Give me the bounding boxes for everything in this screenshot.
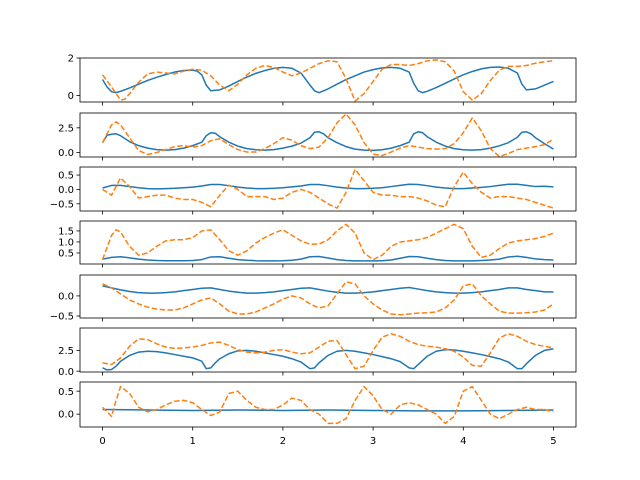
y-tick-label: 1.5 bbox=[58, 227, 74, 238]
x-tick-label: 2 bbox=[280, 436, 286, 447]
y-tick-label: 1.0 bbox=[58, 238, 74, 249]
x-tick-label: 3 bbox=[370, 436, 376, 447]
x-tick-label: 5 bbox=[550, 436, 556, 447]
y-tick-label: −0.5 bbox=[50, 199, 74, 210]
y-tick-label: 0.0 bbox=[58, 410, 74, 421]
y-tick-label: −0.5 bbox=[50, 312, 74, 323]
y-tick-label: 0.5 bbox=[58, 387, 74, 398]
y-tick-label: 0.5 bbox=[58, 171, 74, 182]
x-tick-label: 1 bbox=[190, 436, 196, 447]
y-tick-label: 2.5 bbox=[58, 346, 74, 357]
x-tick-label: 4 bbox=[460, 436, 466, 447]
y-tick-label: 0.0 bbox=[58, 291, 74, 302]
y-tick-label: 2.5 bbox=[58, 123, 74, 134]
y-tick-label: 0.5 bbox=[58, 249, 74, 260]
y-tick-label: 0.0 bbox=[58, 367, 74, 378]
x-tick-label: 0 bbox=[99, 436, 105, 447]
y-tick-label: 2 bbox=[68, 54, 74, 65]
y-tick-label: 0.0 bbox=[58, 148, 74, 159]
y-tick-label: 0 bbox=[68, 91, 74, 102]
y-tick-label: 0.0 bbox=[58, 185, 74, 196]
